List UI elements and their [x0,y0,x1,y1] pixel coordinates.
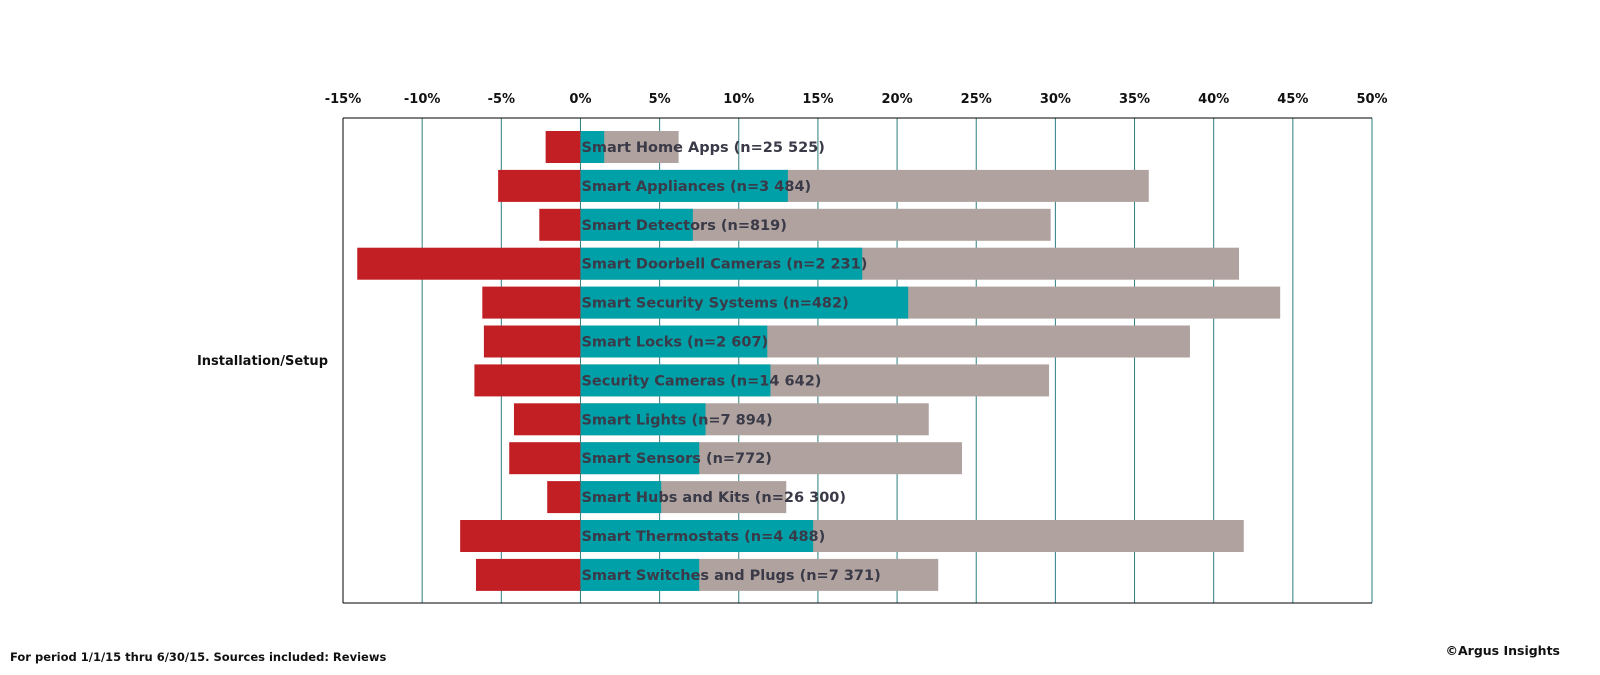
bar-positive-strong [580,208,693,241]
bar-negative [509,442,581,475]
category-label: Smart Security Systems (n=482) [581,296,848,312]
category-label: Smart Switches and Plugs (n=7 371) [581,568,880,584]
category-label: Smart Doorbell Cameras (n=2 231) [581,257,867,273]
bar-negative [357,247,581,280]
x-tick-label: -5% [488,92,515,107]
bar-positive-strong [580,520,814,552]
bar-positive-strong [580,247,863,280]
bar-negative [539,208,581,241]
bar-positive-strong [580,403,706,436]
x-tick-label: 35% [1119,92,1150,107]
x-tick-label: 40% [1198,92,1229,107]
x-tick-label: 0% [569,92,591,107]
bar-negative [547,481,581,514]
group-label: Installation/Setup [197,354,328,369]
bar-negative [474,364,581,397]
x-tick-label: 50% [1356,92,1387,107]
bar-negative [483,325,581,358]
category-label: Smart Locks (n=2 607) [581,335,768,351]
x-tick-label: 10% [723,92,754,107]
bar-negative [460,520,581,552]
category-label: Smart Hubs and Kits (n=26 300) [581,490,846,506]
x-tick-label: 15% [802,92,833,107]
bar-positive-strong [580,442,700,475]
category-label: Smart Home Apps (n=25 525) [581,140,824,156]
x-tick-label: -15% [325,92,362,107]
x-tick-label: 30% [1040,92,1071,107]
category-label: Smart Thermostats (n=4 488) [581,529,825,545]
bar-negative [513,403,581,436]
bar-positive-strong [580,325,768,358]
bar-negative [475,558,581,591]
bar-negative [482,286,581,319]
copyright: ©Argus Insights [1445,643,1560,658]
category-label: Security Cameras (n=14 642) [581,373,821,389]
bar-positive-strong [580,481,662,514]
bar-negative [545,131,581,163]
x-tick-label: 20% [882,92,913,107]
bar-positive-strong [580,364,771,397]
footer-note: For period 1/1/15 thru 6/30/15. Sources … [10,650,387,664]
category-label: Smart Appliances (n=3 484) [581,179,811,195]
x-tick-label: 45% [1277,92,1308,107]
x-tick-label: 25% [961,92,992,107]
category-label: Smart Sensors (n=772) [581,451,771,467]
bar-negative [498,169,581,202]
category-label: Smart Lights (n=7 894) [581,412,772,428]
bar-positive-strong [580,558,700,591]
x-tick-label: -10% [404,92,441,107]
bar-positive-strong [580,131,605,163]
x-tick-label: 5% [649,92,671,107]
bar-positive-strong [580,286,909,319]
category-label: Smart Detectors (n=819) [581,218,786,234]
bar-positive-strong [580,169,788,202]
